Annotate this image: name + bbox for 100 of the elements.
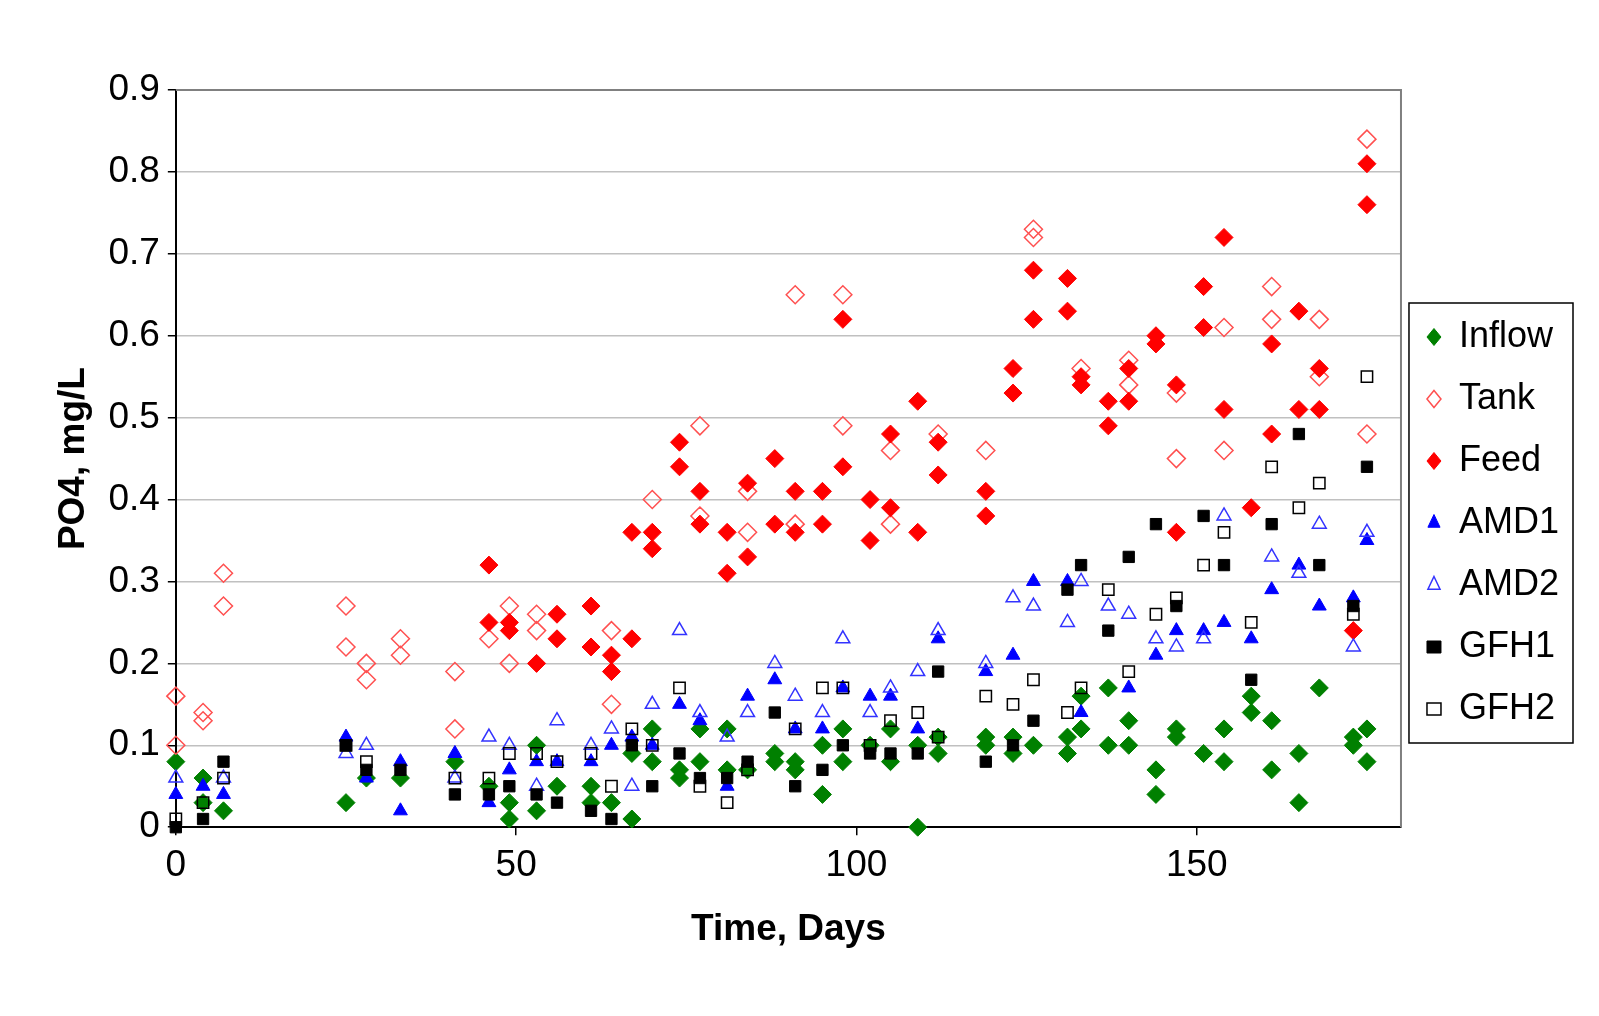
point bbox=[356, 670, 377, 690]
point bbox=[646, 780, 659, 793]
point bbox=[550, 796, 564, 809]
point bbox=[501, 761, 517, 775]
y-tick-label: 0.5 bbox=[108, 394, 160, 436]
point bbox=[1061, 583, 1074, 596]
point bbox=[835, 630, 851, 644]
point bbox=[336, 637, 356, 657]
point bbox=[862, 687, 878, 701]
y-tick-label: 0.4 bbox=[108, 476, 160, 518]
point bbox=[482, 771, 496, 785]
point bbox=[644, 695, 660, 710]
point bbox=[1359, 523, 1375, 538]
point bbox=[1027, 714, 1040, 727]
point bbox=[193, 710, 213, 731]
point bbox=[447, 744, 463, 758]
point bbox=[166, 686, 186, 706]
point bbox=[1263, 548, 1280, 562]
point bbox=[884, 747, 897, 760]
x-tick-label: 100 bbox=[825, 842, 888, 884]
point bbox=[1244, 616, 1258, 629]
point bbox=[673, 681, 686, 695]
point bbox=[690, 416, 710, 436]
point bbox=[601, 694, 622, 715]
point bbox=[930, 630, 946, 644]
point bbox=[815, 720, 830, 734]
point bbox=[549, 711, 565, 726]
point bbox=[1243, 630, 1259, 644]
point bbox=[336, 596, 356, 616]
point bbox=[672, 695, 687, 709]
point bbox=[390, 645, 411, 665]
point bbox=[1357, 424, 1377, 444]
point bbox=[1292, 501, 1306, 515]
legend-label: AMD1 bbox=[1458, 499, 1560, 541]
legend-label: Tank bbox=[1458, 375, 1537, 417]
point bbox=[499, 596, 520, 616]
point bbox=[816, 681, 829, 695]
point bbox=[530, 788, 543, 801]
point bbox=[767, 654, 783, 669]
point bbox=[526, 620, 547, 641]
legend-label: Inflow bbox=[1458, 313, 1555, 355]
legend-label: Feed bbox=[1458, 437, 1542, 479]
point bbox=[979, 689, 993, 703]
point bbox=[1264, 581, 1280, 595]
point bbox=[603, 720, 620, 734]
point bbox=[1122, 550, 1135, 564]
point bbox=[1357, 129, 1377, 149]
point bbox=[1023, 219, 1044, 239]
x-tick-label: 0 bbox=[165, 842, 187, 884]
point bbox=[931, 665, 945, 678]
point bbox=[624, 777, 640, 791]
y-tick-label: 0.6 bbox=[108, 312, 160, 354]
point bbox=[816, 763, 829, 777]
y-tick-label: 0.7 bbox=[108, 231, 160, 273]
point bbox=[1005, 646, 1021, 660]
point bbox=[1148, 646, 1164, 660]
point bbox=[1265, 517, 1278, 531]
point bbox=[884, 714, 897, 728]
point bbox=[503, 780, 516, 793]
point bbox=[1121, 679, 1137, 693]
point bbox=[910, 720, 926, 734]
point bbox=[1345, 638, 1362, 652]
point bbox=[1311, 515, 1327, 529]
point bbox=[673, 747, 686, 760]
point bbox=[1027, 673, 1040, 687]
point bbox=[1216, 613, 1232, 627]
point bbox=[216, 785, 231, 799]
legend-label: GFH1 bbox=[1458, 623, 1555, 665]
point bbox=[1166, 448, 1187, 469]
point bbox=[833, 416, 853, 436]
point bbox=[880, 514, 901, 534]
point bbox=[1100, 597, 1116, 611]
point bbox=[1074, 681, 1088, 695]
point bbox=[1101, 583, 1115, 597]
point bbox=[168, 785, 184, 799]
point bbox=[720, 771, 734, 785]
legend-label: GFH2 bbox=[1458, 685, 1555, 727]
point bbox=[213, 563, 234, 584]
point bbox=[479, 629, 499, 649]
point bbox=[1168, 638, 1185, 652]
x-axis-title: Time, Days bbox=[691, 907, 886, 948]
point bbox=[1149, 607, 1163, 621]
point bbox=[166, 735, 186, 756]
point bbox=[1006, 739, 1020, 752]
point bbox=[193, 702, 213, 723]
point bbox=[605, 779, 618, 793]
point bbox=[979, 755, 992, 768]
point bbox=[642, 489, 663, 510]
point bbox=[1195, 630, 1212, 644]
y-tick-label: 0.1 bbox=[108, 722, 160, 764]
point bbox=[1122, 665, 1136, 678]
point bbox=[448, 788, 462, 801]
point bbox=[1291, 564, 1307, 579]
point bbox=[976, 440, 996, 461]
point bbox=[481, 728, 497, 742]
point bbox=[910, 662, 926, 677]
point bbox=[526, 604, 547, 624]
point bbox=[1312, 476, 1326, 490]
point bbox=[394, 763, 407, 777]
point bbox=[768, 706, 781, 719]
